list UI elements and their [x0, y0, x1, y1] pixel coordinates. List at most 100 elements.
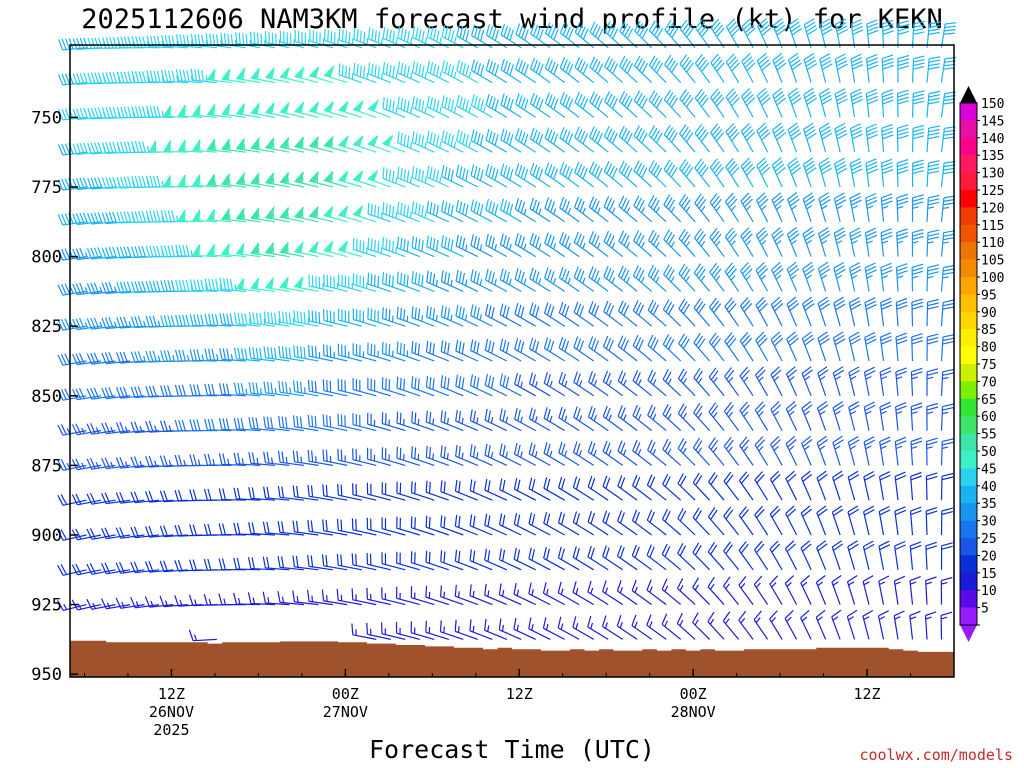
wind-barb: [160, 210, 188, 223]
wind-barb: [603, 161, 624, 188]
wind-barb: [189, 384, 217, 397]
wind-barb: [72, 177, 102, 191]
wind-barb: [145, 280, 174, 293]
wind-barb: [925, 576, 937, 605]
wind-barb: [648, 195, 667, 223]
wind-barb: [410, 621, 435, 640]
wind-barb: [694, 193, 711, 223]
wind-barb: [322, 240, 348, 258]
wind-barb: [292, 590, 319, 606]
wind-barb: [738, 471, 754, 501]
wind-barb: [426, 305, 450, 327]
wind-barb: [846, 575, 858, 605]
wind-barb: [144, 596, 174, 608]
wind-barb: [770, 366, 783, 397]
wind-barb: [145, 315, 174, 328]
wind-barb: [235, 243, 261, 258]
wind-barb: [603, 300, 624, 327]
wind-barb: [485, 268, 508, 292]
wind-barb: [220, 208, 246, 223]
wind-barb: [146, 70, 174, 84]
wind-barb: [218, 523, 246, 536]
wind-barb: [694, 123, 711, 153]
wind-barb: [162, 140, 188, 153]
wind-barb: [336, 553, 362, 571]
wind-barb: [862, 575, 874, 605]
colorbar-label: 5: [981, 602, 989, 617]
wind-barb: [787, 53, 802, 83]
wind-barb: [145, 175, 174, 188]
wind-barb: [543, 512, 565, 536]
wind-barb: [381, 412, 406, 432]
wind-barb: [337, 170, 362, 188]
wind-barb: [617, 335, 638, 362]
colorbar-top-arrow: [960, 86, 977, 103]
wind-barb: [528, 617, 551, 640]
wind-barb: [160, 245, 188, 258]
wind-barb: [769, 610, 783, 640]
wind-barb: [542, 582, 565, 606]
wind-barb: [896, 193, 909, 222]
wind-barb: [559, 92, 580, 118]
wind-barb: [188, 594, 217, 607]
wind-barb: [587, 475, 609, 501]
wind-barb: [130, 351, 160, 364]
wind-barb: [471, 24, 493, 49]
colorbar-swatch: [960, 503, 977, 521]
colorbar-swatch: [960, 607, 977, 626]
wind-barb: [116, 351, 145, 364]
wind-barb: [834, 157, 848, 188]
wind-barb: [739, 331, 754, 362]
wind-barb: [574, 21, 595, 49]
wind-barb: [723, 471, 740, 501]
wind-barb: [353, 28, 377, 49]
wind-barb: [771, 122, 786, 153]
wind-barb: [617, 405, 638, 432]
colorbar-label: 120: [981, 201, 1004, 216]
wind-barb: [366, 482, 391, 501]
wind-barb: [279, 242, 305, 258]
x-tick-label: 12Z: [158, 685, 185, 703]
wind-barb: [588, 196, 609, 223]
wind-barb: [115, 386, 145, 399]
wind-barb: [352, 100, 377, 118]
wind-barb: [663, 124, 682, 153]
wind-barb: [278, 310, 304, 327]
wind-barb: [367, 135, 392, 153]
wind-barb: [846, 609, 858, 640]
wind-barb: [573, 196, 595, 223]
wind-barb: [754, 366, 769, 397]
wind-barb: [693, 263, 711, 292]
wind-barb: [441, 25, 464, 49]
wind-barb: [177, 139, 203, 153]
wind-barb: [617, 300, 638, 327]
wind-barb: [190, 68, 217, 84]
wind-barb: [279, 172, 305, 188]
wind-barb: [262, 556, 290, 571]
wind-barb: [528, 372, 551, 397]
wind-barb: [661, 543, 682, 571]
wind-barb: [880, 262, 893, 292]
wind-barb: [604, 56, 624, 84]
wind-barb: [470, 234, 493, 258]
wind-barb: [203, 594, 232, 606]
wind-barb: [647, 264, 667, 292]
wind-barb: [250, 207, 275, 223]
wind-barb: [263, 451, 290, 466]
wind-barb: [910, 471, 922, 501]
wind-barb: [833, 261, 846, 292]
wind-barb: [87, 107, 116, 120]
wind-barb: [769, 575, 783, 605]
wind-barb: [381, 134, 406, 153]
wind-barb: [382, 237, 406, 258]
wind-barb: [411, 96, 435, 118]
wind-barb: [528, 407, 551, 432]
wind-barb: [470, 94, 493, 118]
wind-barb: [707, 541, 725, 571]
wind-barb: [558, 406, 580, 432]
wind-barb: [866, 19, 879, 48]
wind-barb: [631, 614, 653, 640]
wind-barb: [911, 20, 926, 48]
wind-barb: [619, 21, 638, 49]
wind-barb: [723, 541, 740, 571]
